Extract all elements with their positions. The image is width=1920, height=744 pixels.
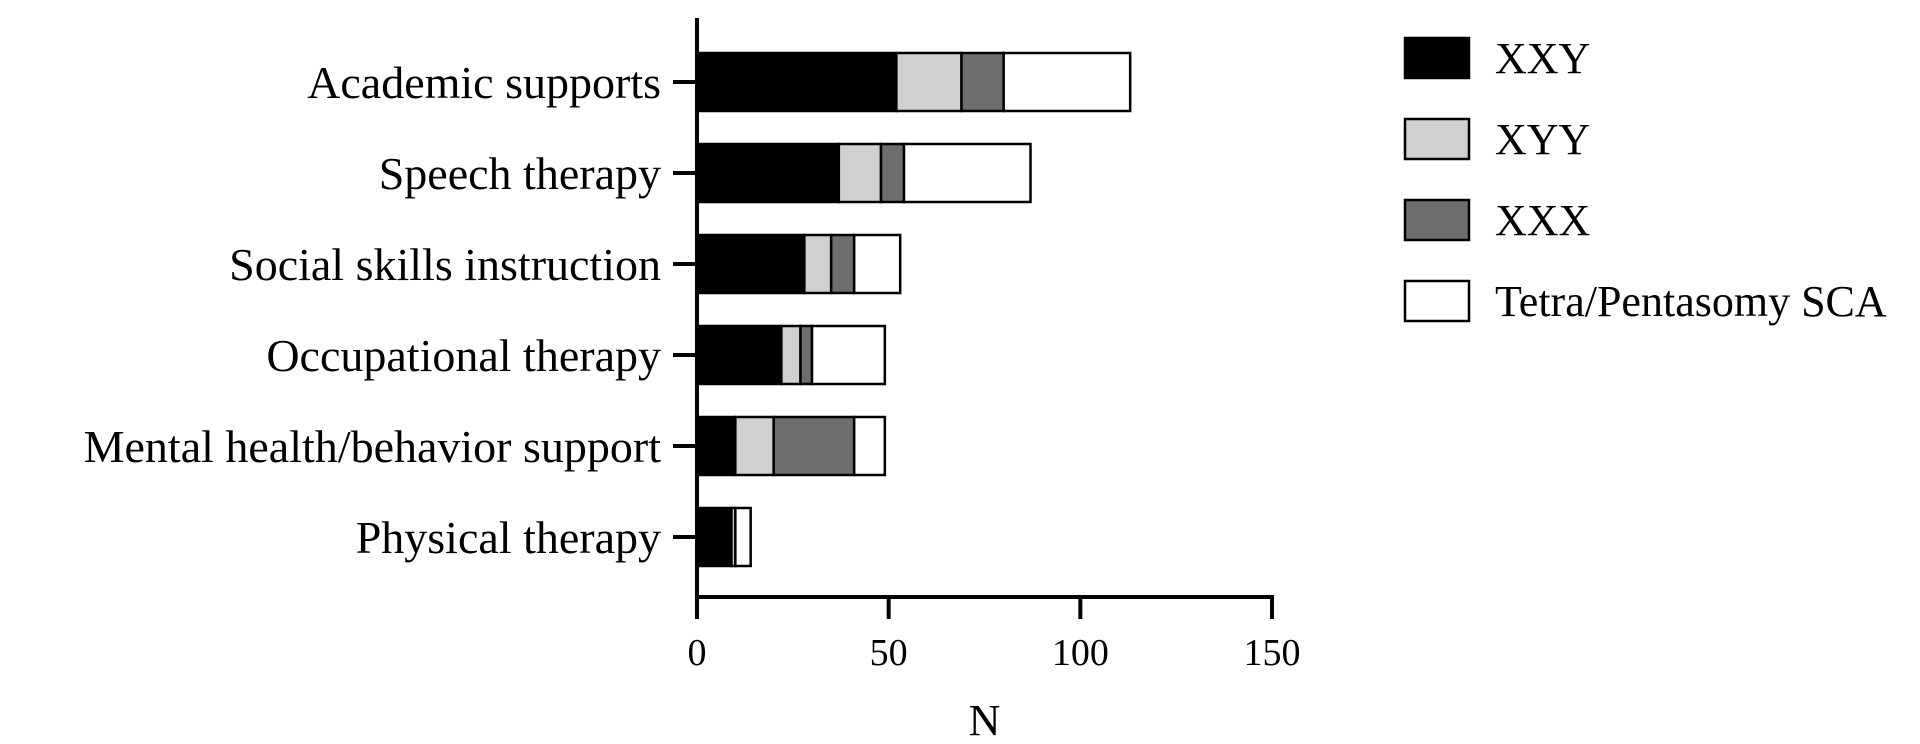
category-label: Speech therapy [379, 148, 661, 199]
bar-segment [780, 324, 802, 386]
bar-segment [902, 142, 1032, 204]
bar-segment [829, 233, 856, 295]
bar-segment [879, 142, 906, 204]
axes-group [673, 18, 1274, 599]
bar-segment [799, 324, 814, 386]
bar-segment [734, 506, 752, 568]
category-label: Occupational therapy [266, 330, 661, 381]
category-label: Physical therapy [356, 512, 661, 563]
category-label: Social skills instruction [229, 239, 661, 290]
legend-swatch [1403, 198, 1471, 242]
legend-label: XXX [1495, 196, 1590, 245]
legend-label: XYY [1495, 115, 1590, 164]
legend-label: XXY [1495, 34, 1590, 83]
x-tick-label: 150 [1244, 632, 1301, 674]
bar-segment [695, 506, 733, 568]
bar-segment [895, 51, 963, 113]
bar-segment [852, 233, 902, 295]
bar-segment [734, 415, 775, 477]
legend-swatch [1403, 279, 1471, 323]
x-axis-title: N [969, 696, 1001, 744]
legend-swatch [1403, 36, 1471, 80]
bar-segment [837, 142, 883, 204]
x-tick-label: 100 [1052, 632, 1109, 674]
category-labels: Academic supports Speech therapy Social sk… [84, 57, 662, 563]
bar-segment [803, 233, 833, 295]
bar-segment [960, 51, 1005, 113]
x-tick-label: 0 [688, 632, 707, 674]
legend-swatch [1403, 117, 1471, 161]
bar-segment [695, 324, 783, 386]
bar-segment [810, 324, 887, 386]
legend-label: Tetra/Pentasomy SCA [1495, 277, 1887, 326]
bar-segment [695, 415, 737, 477]
x-tick-label: 50 [870, 632, 908, 674]
category-label: Academic supports [307, 57, 661, 108]
x-ticks: 0 50 100 150 [688, 597, 1301, 674]
bar-segment [695, 142, 841, 204]
bar-segment [1002, 51, 1132, 113]
bar-segment [772, 415, 856, 477]
bar-segment [695, 233, 806, 295]
bars-group [695, 51, 1132, 568]
legend: XXY XYY XXX Tetra/Pentasomy SCA [1403, 34, 1887, 326]
category-label: Mental health/behavior support [84, 421, 662, 472]
bar-segment [695, 51, 898, 113]
bar-segment [852, 415, 887, 477]
